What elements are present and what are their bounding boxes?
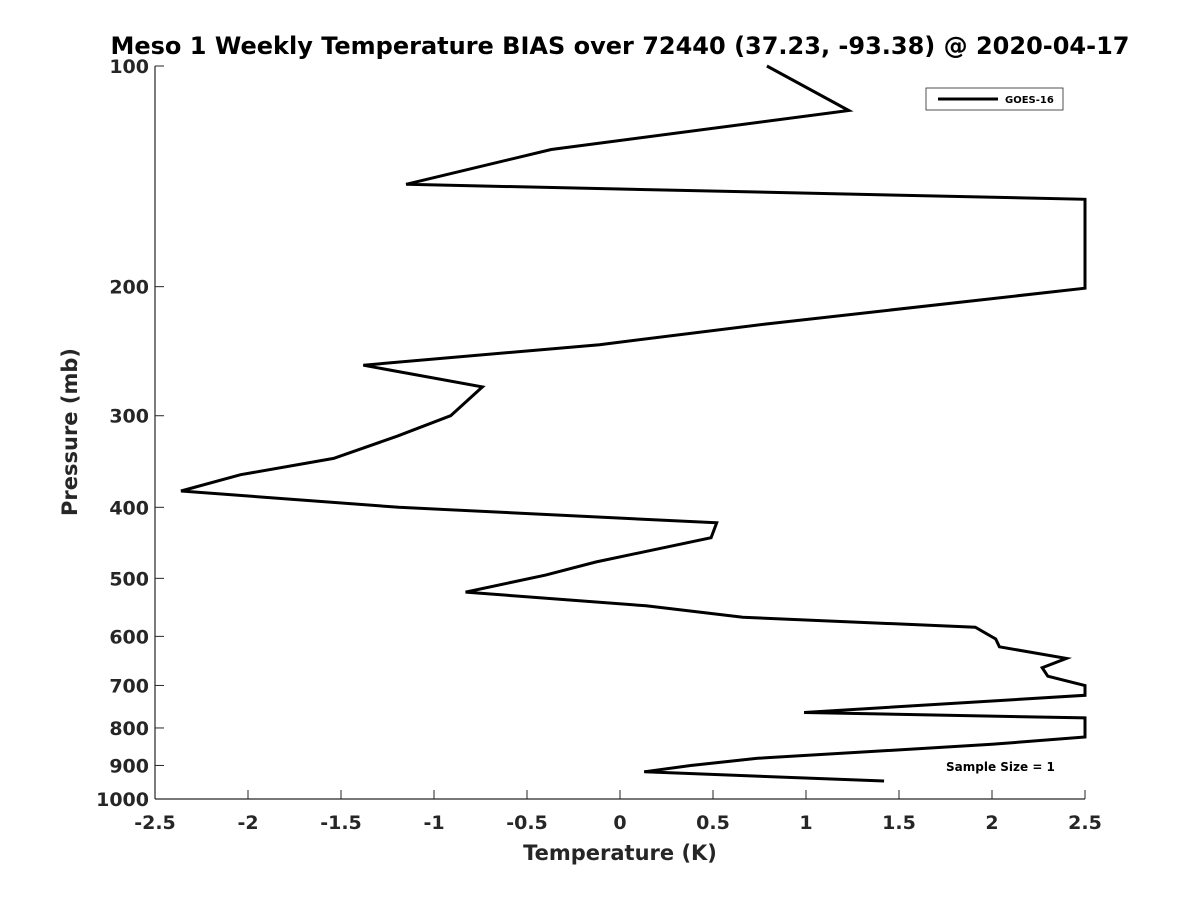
- y-tick-label: 1000: [96, 789, 149, 811]
- y-tick-label: 700: [109, 675, 149, 697]
- x-tick-label: 2: [985, 812, 998, 834]
- sample-size-annotation: Sample Size = 1: [946, 760, 1055, 774]
- x-tick-label: 0.5: [696, 812, 730, 834]
- y-tick-label: 800: [109, 718, 149, 740]
- y-tick-label: 500: [109, 568, 149, 590]
- x-axis-ticks: -2.5 -2 -1.5 -1 -0.5 0 0.5 1 1.5 2 2.5: [134, 790, 1102, 834]
- y-tick-label: 900: [109, 755, 149, 777]
- x-tick-label: 1: [799, 812, 812, 834]
- y-tick-label: 600: [109, 626, 149, 648]
- y-axis-label: Pressure (mb): [58, 348, 82, 516]
- legend: GOES-16: [925, 87, 1064, 111]
- x-tick-label: -2.5: [134, 812, 176, 834]
- x-tick-label: 0: [613, 812, 626, 834]
- x-tick-label: -2: [237, 812, 258, 834]
- x-tick-label: -0.5: [506, 812, 548, 834]
- x-axis-label: Temperature (K): [523, 841, 717, 865]
- x-tick-label: 2.5: [1068, 812, 1102, 834]
- y-tick-label: 400: [109, 497, 149, 519]
- x-tick-label: 1.5: [882, 812, 916, 834]
- y-tick-label: 200: [109, 277, 149, 299]
- series-layer: [180, 64, 1087, 783]
- chart-title: Meso 1 Weekly Temperature BIAS over 7244…: [110, 32, 1129, 60]
- x-tick-label: -1: [423, 812, 444, 834]
- y-tick-label: 300: [109, 406, 149, 428]
- series-line-goes-16: [180, 64, 1087, 783]
- y-axis-ticks: 100 200 300 400 500 600 700 800 900 1000: [96, 56, 164, 811]
- x-tick-label: -1.5: [320, 812, 362, 834]
- legend-label: GOES-16: [1005, 95, 1054, 106]
- y-tick-label: 100: [109, 56, 149, 78]
